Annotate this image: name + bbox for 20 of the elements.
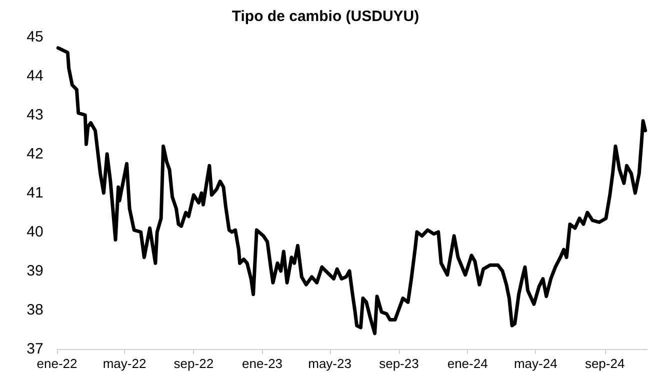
- y-tick-label: 37: [26, 340, 44, 358]
- x-tick-label: sep-22: [174, 356, 214, 371]
- x-tick-label: sep-24: [584, 356, 625, 371]
- x-tick-label: may-24: [514, 356, 558, 371]
- y-tick-label: 44: [26, 68, 44, 84]
- x-tick-label: ene-24: [447, 356, 488, 371]
- x-tick-label: may-23: [308, 356, 352, 371]
- y-tick-label: 42: [26, 146, 44, 162]
- y-tick-label: 38: [26, 302, 44, 318]
- y-tick-label: 45: [26, 28, 44, 46]
- chart-title: Tipo de cambio (USDUYU): [232, 8, 420, 25]
- y-tick-label: 43: [26, 106, 44, 124]
- x-tick-label: ene-23: [242, 356, 283, 371]
- y-tick-label: 41: [26, 184, 44, 202]
- x-tick-label: ene-22: [36, 356, 78, 371]
- line-series: [56, 46, 648, 336]
- y-tick-label: 39: [26, 262, 44, 280]
- x-tick-label: may-22: [102, 356, 146, 371]
- x-tick-label: sep-23: [379, 356, 419, 371]
- y-tick-label: 40: [26, 224, 44, 240]
